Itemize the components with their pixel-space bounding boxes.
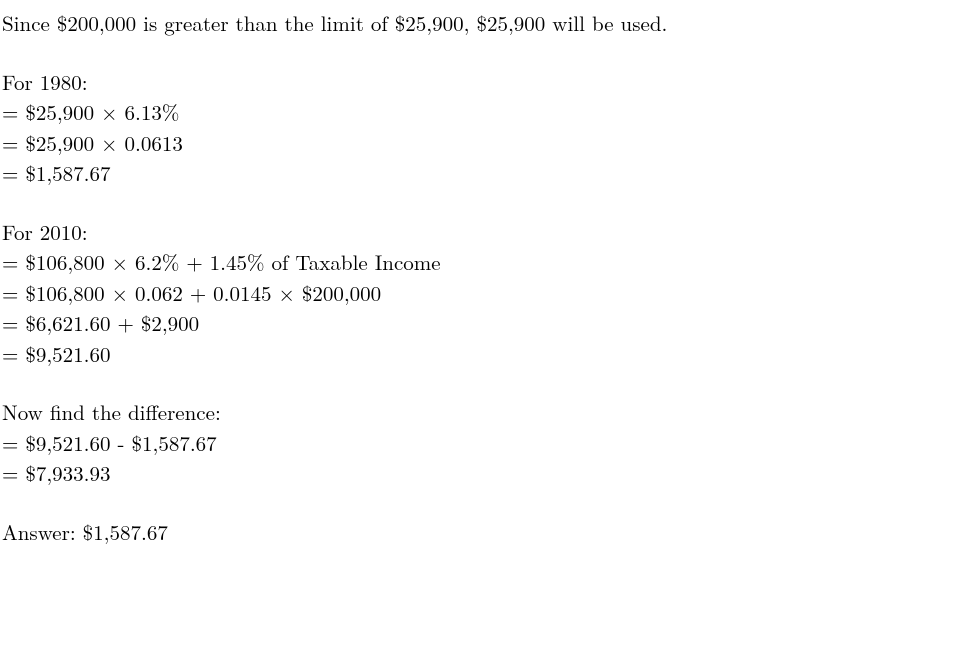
calc-line: = $9,521.60: [2, 339, 950, 369]
document-body: Since $200,000 is greater than the limit…: [0, 0, 958, 584]
calc-line: = $25,900 × 6.13%: [2, 97, 950, 127]
calc-line: = $106,800 × 0.062 + 0.0145 × $200,000: [2, 278, 950, 308]
section-difference-header: Now find the difference:: [2, 397, 950, 427]
calc-line: = $25,900 × 0.0613: [2, 128, 950, 158]
calc-line: = $1,587.67: [2, 158, 950, 188]
calc-line: = $106,800 × 6.2% + 1.45% of Taxable Inc…: [2, 247, 950, 277]
section-1980-header: For 1980:: [2, 67, 950, 97]
answer-paragraph: Answer: $1,587.67: [2, 517, 950, 547]
section-2010-header: For 2010:: [2, 217, 950, 247]
calc-line: = $7,933.93: [2, 458, 950, 488]
intro-paragraph: Since $200,000 is greater than the limit…: [2, 8, 950, 38]
calc-line: = $6,621.60 + $2,900: [2, 308, 950, 338]
intro-text: Since $200,000 is greater than the limit…: [2, 8, 667, 38]
answer-text: Answer: $1,587.67: [2, 517, 168, 547]
calc-line: = $9,521.60 - $1,587.67: [2, 428, 950, 458]
section-1980: For 1980: = $25,900 × 6.13% = $25,900 × …: [2, 67, 950, 189]
section-difference: Now find the difference: = $9,521.60 - $…: [2, 397, 950, 488]
section-2010: For 2010: = $106,800 × 6.2% + 1.45% of T…: [2, 217, 950, 369]
